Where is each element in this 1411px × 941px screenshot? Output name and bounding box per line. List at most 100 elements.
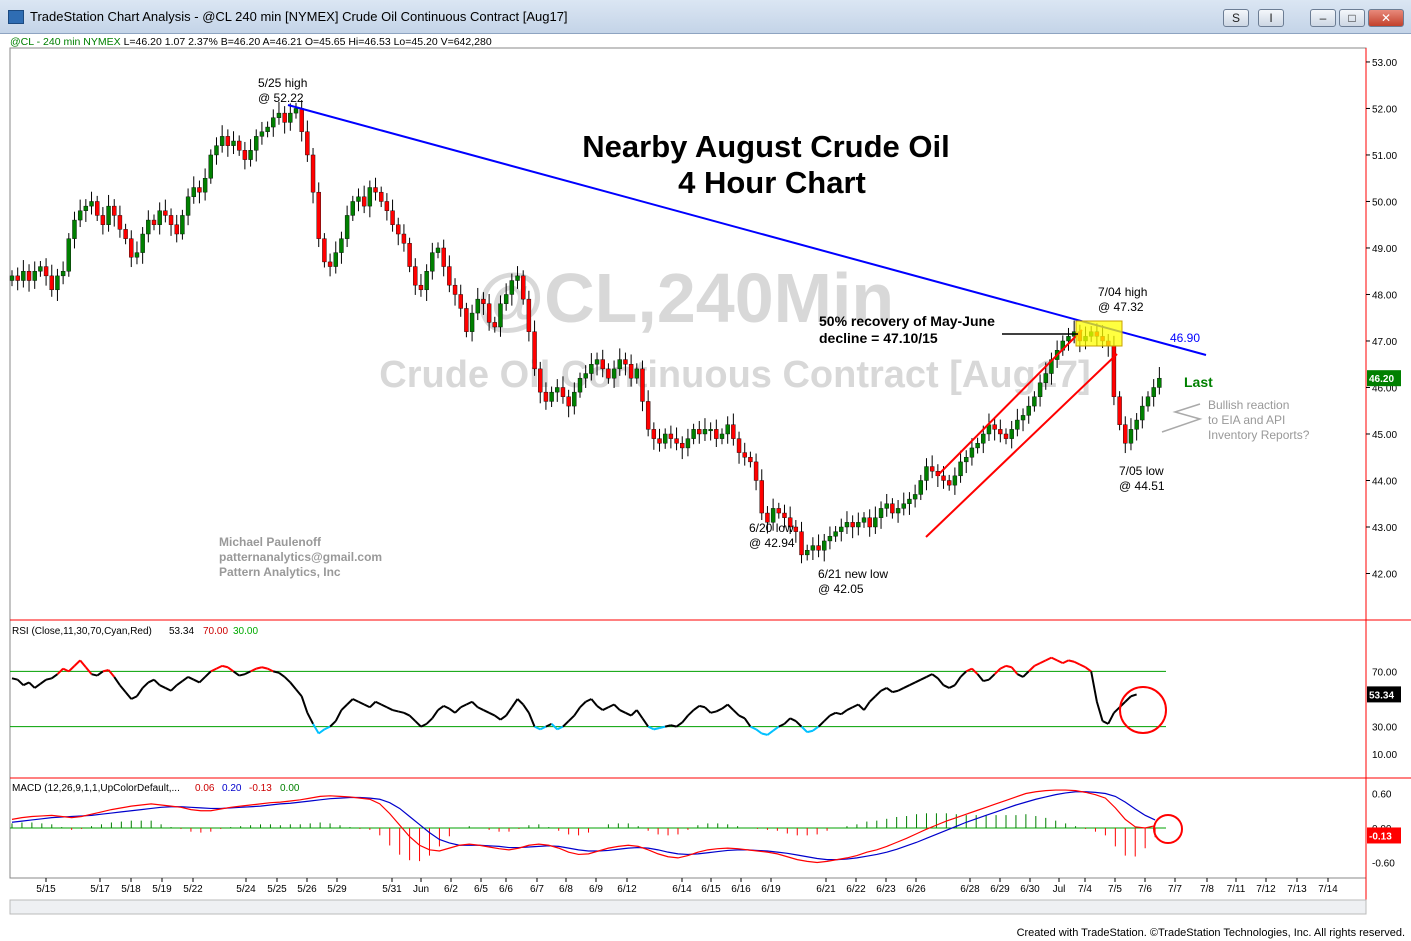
candle-body (941, 475, 946, 481)
rsi-segment (539, 725, 547, 731)
rsi-segment (641, 717, 649, 728)
candle-body (805, 550, 810, 556)
candle-body (77, 210, 83, 221)
rsi-segment (318, 728, 325, 735)
rsi-segment (408, 714, 416, 722)
rsi-segment (659, 725, 666, 729)
rsi-segment (232, 670, 240, 677)
candle-body (1151, 387, 1156, 397)
rsi-segment (630, 709, 638, 717)
symbol-info-bar: @CL - 240 min NYMEX L=46.20 1.07 2.37% B… (10, 36, 492, 48)
candle-body (503, 294, 509, 304)
rsi-segment (176, 680, 183, 687)
candle-body (15, 275, 20, 281)
rsi-segment (363, 703, 371, 709)
candle-body (492, 322, 497, 328)
rsi-segment (874, 690, 882, 697)
candle-body (663, 433, 668, 444)
candle-body (60, 271, 66, 277)
rsi-segment (34, 683, 41, 689)
rsi-segment (647, 725, 655, 731)
rsi-segment (766, 729, 774, 736)
macd-signal-line (11, 791, 1156, 861)
rsi-segment (892, 689, 899, 694)
close-icon[interactable]: ✕ (1368, 9, 1404, 27)
candle-body (1134, 419, 1139, 430)
candle-body (214, 145, 219, 156)
rsi-segment (511, 698, 519, 708)
candle-body (424, 271, 429, 291)
rsi-segment (585, 698, 592, 703)
rsi-segment (806, 729, 814, 734)
candle-body (379, 191, 384, 202)
candle-body (958, 461, 963, 477)
rsi-segment (755, 728, 763, 735)
rsi-tick-label: 70.00 (1372, 667, 1397, 678)
rsi-segment (1010, 666, 1019, 675)
candle-body (1037, 382, 1043, 397)
rsi-segment (11, 677, 18, 681)
rsi-segment (914, 678, 922, 684)
candle-body (674, 438, 679, 444)
candle-body (1015, 419, 1020, 430)
candle-body (577, 377, 583, 393)
symbol-label: @CL - 240 min NYMEX (10, 36, 121, 48)
candle-body (276, 112, 282, 118)
candle-body (163, 210, 168, 216)
candle-body (890, 503, 895, 514)
candle-body (538, 368, 543, 393)
candle-body (583, 373, 588, 379)
candle-body (895, 508, 901, 514)
candle-body (288, 112, 293, 123)
candle-body (259, 131, 265, 137)
candle-body (912, 494, 918, 500)
candle-body (685, 438, 691, 449)
candle-body (1111, 345, 1117, 397)
rsi-segment (323, 725, 331, 731)
symbol-button[interactable]: S (1223, 9, 1249, 27)
rsi-segment (613, 703, 621, 711)
price-tick-label: 46.00 (1372, 383, 1397, 394)
rsi-segment (198, 676, 206, 684)
candle-body (975, 443, 980, 449)
candle-body (1145, 396, 1151, 407)
recovery-note-line-2: decline = 47.10/15 (819, 330, 938, 346)
candle-body (787, 517, 793, 528)
candle-body (844, 522, 850, 528)
rsi-segment (170, 684, 178, 692)
rsi-segment (221, 664, 229, 669)
candle-body (645, 401, 651, 430)
rsi-segment (136, 687, 144, 697)
rsi-tick-label: 10.00 (1372, 750, 1397, 761)
rsi-segment (909, 681, 916, 687)
rsi-segment (22, 681, 30, 687)
rsi-segment (590, 698, 598, 707)
candle-body (452, 284, 458, 295)
candle-body (464, 308, 469, 332)
minimize-icon[interactable]: – (1310, 9, 1336, 27)
rsi-segment (39, 678, 47, 685)
price-tick-label: 52.00 (1372, 104, 1397, 115)
price-tick-label: 44.00 (1372, 476, 1397, 487)
candle-body (748, 457, 753, 463)
rsi-segment (153, 678, 161, 686)
rsi-segment (926, 673, 933, 678)
rsi-segment (227, 666, 235, 673)
candle-body (498, 303, 503, 328)
indicator-button[interactable]: I (1258, 9, 1284, 27)
rsi-segment (124, 691, 133, 700)
candle-body (83, 205, 89, 211)
rsi-segment (329, 720, 337, 728)
rsi-segment (1028, 665, 1036, 673)
rsi-segment (306, 712, 314, 725)
rsi-segment (499, 714, 507, 721)
rsi-segment (635, 709, 644, 719)
candle-body (521, 275, 526, 300)
candle-body (833, 531, 838, 537)
candle-body (918, 480, 923, 495)
candle-body (952, 475, 958, 486)
rsi-segment (460, 703, 467, 709)
rsi-segment (516, 698, 524, 706)
maximize-icon[interactable]: □ (1339, 9, 1365, 27)
